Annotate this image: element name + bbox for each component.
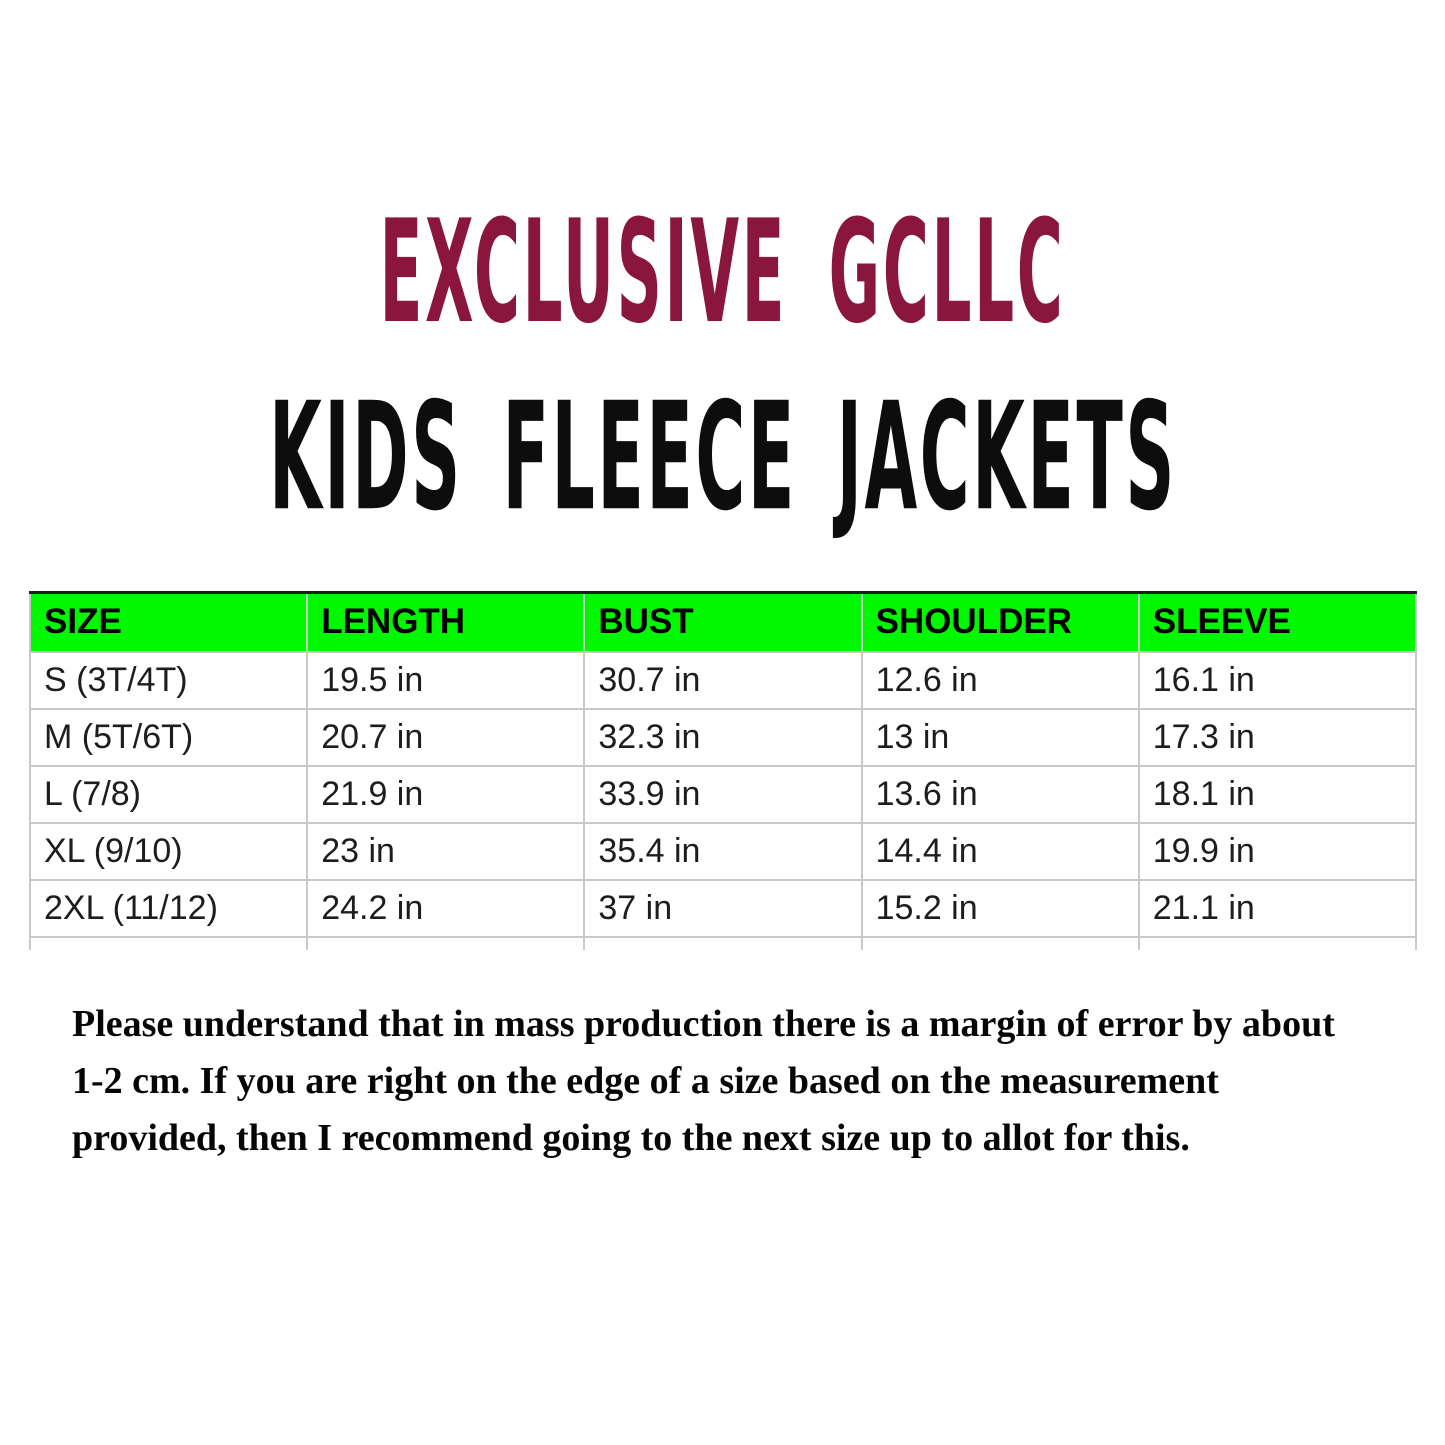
table-cell: S (3T/4T) bbox=[29, 650, 309, 710]
column-header-size: SIZE bbox=[29, 591, 309, 653]
table-cell bbox=[306, 935, 586, 950]
table-cell: 23 in bbox=[306, 821, 586, 881]
column-header-length: LENGTH bbox=[306, 591, 586, 653]
table-cell: 21.9 in bbox=[306, 764, 586, 824]
disclaimer-line-1: Please understand that in mass productio… bbox=[72, 1003, 1335, 1045]
table-cell: 13 in bbox=[860, 707, 1140, 767]
table-row: M (5T/6T) 20.7 in 32.3 in 13 in 17.3 in bbox=[29, 707, 1417, 767]
table-row: L (7/8) 21.9 in 33.9 in 13.6 in 18.1 in bbox=[29, 764, 1417, 824]
table-cell bbox=[29, 935, 309, 950]
table-cell: L (7/8) bbox=[29, 764, 309, 824]
column-header-bust: BUST bbox=[583, 591, 863, 653]
size-chart-header-row: SIZE LENGTH BUST SHOULDER SLEEVE bbox=[29, 591, 1417, 653]
table-cell: 12.6 in bbox=[860, 650, 1140, 710]
table-row: 2XL (11/12) 24.2 in 37 in 15.2 in 21.1 in bbox=[29, 878, 1417, 938]
table-cell: 18.1 in bbox=[1137, 764, 1417, 824]
table-cell: 33.9 in bbox=[583, 764, 863, 824]
table-cell: 14.4 in bbox=[860, 821, 1140, 881]
disclaimer-line-3: provided, then I recommend going to the … bbox=[72, 1117, 1190, 1159]
table-cell: 16.1 in bbox=[1137, 650, 1417, 710]
table-cell: 32.3 in bbox=[583, 707, 863, 767]
table-row-clipped bbox=[29, 935, 1417, 950]
product-title: KIDS FLEECE JACKETS bbox=[0, 371, 1445, 544]
table-cell: 17.3 in bbox=[1137, 707, 1417, 767]
disclaimer-line-2: 1-2 cm. If you are right on the edge of … bbox=[72, 1060, 1219, 1102]
size-chart-head: SIZE LENGTH BUST SHOULDER SLEEVE bbox=[29, 591, 1417, 653]
table-cell: 24.2 in bbox=[306, 878, 586, 938]
table-cell: XL (9/10) bbox=[29, 821, 309, 881]
table-cell: 2XL (11/12) bbox=[29, 878, 309, 938]
size-chart-body: S (3T/4T) 19.5 in 30.7 in 12.6 in 16.1 in M (… bbox=[29, 650, 1417, 950]
disclaimer-text: Please understand that in mass productio… bbox=[72, 996, 1335, 1167]
table-cell: 30.7 in bbox=[583, 650, 863, 710]
brand-title-text: EXCLUSIVE GCLLC bbox=[379, 190, 1066, 356]
table-cell: 15.2 in bbox=[860, 878, 1140, 938]
brand-title: EXCLUSIVE GCLLC bbox=[0, 190, 1445, 355]
table-cell: 37 in bbox=[583, 878, 863, 938]
column-header-sleeve: SLEEVE bbox=[1137, 591, 1417, 653]
table-cell bbox=[1137, 935, 1417, 950]
table-cell: M (5T/6T) bbox=[29, 707, 309, 767]
table-cell: 19.5 in bbox=[306, 650, 586, 710]
table-cell: 21.1 in bbox=[1137, 878, 1417, 938]
table-cell: 13.6 in bbox=[860, 764, 1140, 824]
table-cell: 35.4 in bbox=[583, 821, 863, 881]
table-cell: 20.7 in bbox=[306, 707, 586, 767]
size-chart-table: SIZE LENGTH BUST SHOULDER SLEEVE S (3T/4T) 19… bbox=[29, 591, 1417, 950]
table-cell bbox=[860, 935, 1140, 950]
column-header-shoulder: SHOULDER bbox=[860, 591, 1140, 653]
table-row: XL (9/10) 23 in 35.4 in 14.4 in 19.9 in bbox=[29, 821, 1417, 881]
product-title-text: KIDS FLEECE JACKETS bbox=[268, 370, 1177, 544]
table-cell: 19.9 in bbox=[1137, 821, 1417, 881]
table-row: S (3T/4T) 19.5 in 30.7 in 12.6 in 16.1 in bbox=[29, 650, 1417, 710]
size-chart: SIZE LENGTH BUST SHOULDER SLEEVE S (3T/4T) 19… bbox=[29, 591, 1417, 950]
table-cell bbox=[583, 935, 863, 950]
